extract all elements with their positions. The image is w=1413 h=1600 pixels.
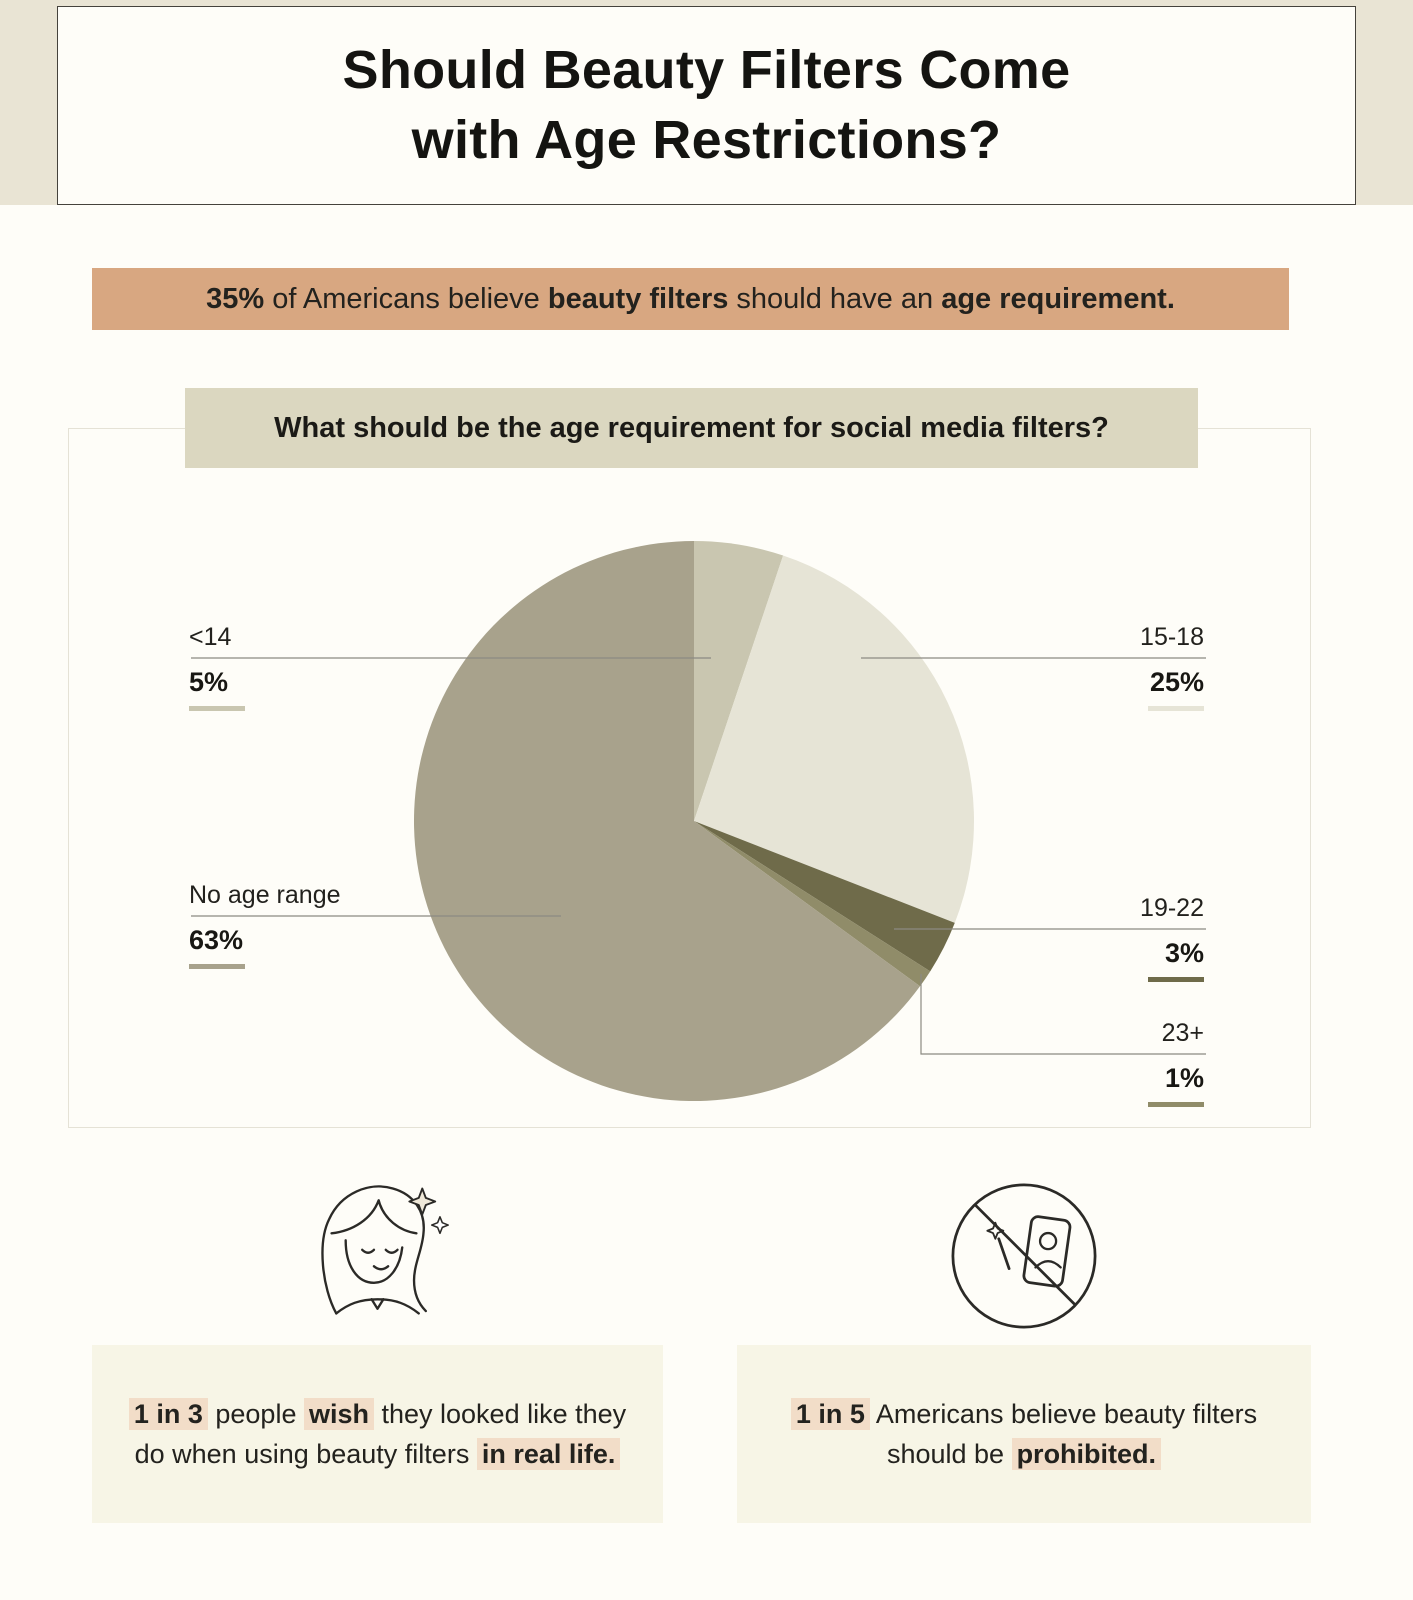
pie-label-15-18: 15-18 25%: [974, 622, 1204, 711]
leader-line-23-plus: [920, 974, 1206, 1055]
no-beauty-filter-icon: [938, 1170, 1110, 1342]
woman-sparkles-icon: [295, 1172, 460, 1337]
fact-right-highlight-1: 1 in 5: [790, 1397, 870, 1430]
pie-chart: [413, 541, 974, 1101]
banner-text-1: of Americans believe: [264, 282, 548, 315]
fact-card-left: 1 in 3 people wish they looked like they…: [92, 1345, 663, 1523]
pie-slice-3: [694, 821, 931, 987]
fact-text-right: 1 in 5 Americans believe beauty filters …: [765, 1394, 1283, 1475]
pie-label-pct: 25%: [1149, 667, 1204, 697]
pie-label-19-22: 19-22 3%: [974, 893, 1204, 982]
pie-label-pct: 63%: [189, 925, 244, 955]
fact-left-highlight-3: in real life.: [476, 1438, 621, 1470]
banner-bold-1: 35%: [206, 282, 265, 315]
banner-bold-2: beauty filters: [547, 282, 729, 315]
pie-label-underline: [189, 706, 245, 711]
pie-svg: [191, 541, 1206, 1101]
pie-label-pct: 5%: [189, 667, 229, 697]
fact-left-highlight-1: 1 in 3: [128, 1397, 208, 1430]
pie-label-name: 15-18: [1140, 623, 1204, 651]
fact-left-text-2: they looked like they do when using beau…: [134, 1398, 627, 1470]
chart-section: <14 5% 15-18 25% No age range 63% 19-22 …: [68, 428, 1311, 1128]
title-box: Should Beauty Filters Come with Age Rest…: [57, 6, 1356, 205]
pie-label-pct: 1%: [1164, 1063, 1204, 1093]
fact-left-highlight-2: wish: [303, 1397, 374, 1430]
pie-label-underline: [189, 964, 245, 969]
stat-banner-text: 35% of Americans believe beauty filters …: [206, 283, 1175, 316]
stat-banner: 35% of Americans believe beauty filters …: [92, 268, 1289, 330]
fact-text-left: 1 in 3 people wish they looked like they…: [120, 1394, 635, 1475]
fact-left-text-1: people: [207, 1398, 304, 1429]
fact-right-text-1: Americans believe beauty filters should …: [869, 1398, 1258, 1470]
pie-label-name: <14: [189, 623, 232, 651]
fact-right-highlight-2: prohibited.: [1011, 1438, 1162, 1470]
pie-label-23-plus: 23+ 1%: [974, 1018, 1204, 1107]
pie-label-name: 19-22: [1140, 894, 1204, 922]
pie-label-underline: [1148, 706, 1204, 711]
pie-label-no-age-range: No age range 63%: [189, 880, 419, 969]
pie-label-name: No age range: [189, 881, 341, 909]
pie-slice-4: [413, 541, 920, 1101]
pie-slice-2: [694, 821, 955, 972]
pie-label-name: 23+: [1161, 1019, 1204, 1047]
pie-slice-1: [694, 555, 974, 923]
fact-card-right: 1 in 5 Americans believe beauty filters …: [737, 1345, 1311, 1523]
pie-label-underline: [1148, 1102, 1204, 1107]
page-title: Should Beauty Filters Come with Age Rest…: [343, 36, 1071, 174]
pie-label-pct: 3%: [1164, 938, 1204, 968]
banner-text-2: should have an: [728, 282, 942, 315]
banner-bold-3: age requirement.: [941, 282, 1175, 315]
chart-title: What should be the age requirement for s…: [185, 388, 1198, 468]
pie-label-underline: [1148, 977, 1204, 982]
pie-label-under-14: <14 5%: [189, 622, 419, 711]
pie-slice-0: [694, 541, 784, 821]
leader-lines: [191, 657, 1206, 1055]
title-line-1: Should Beauty Filters Come: [342, 40, 1071, 101]
title-line-2: with Age Restrictions?: [411, 109, 1002, 170]
